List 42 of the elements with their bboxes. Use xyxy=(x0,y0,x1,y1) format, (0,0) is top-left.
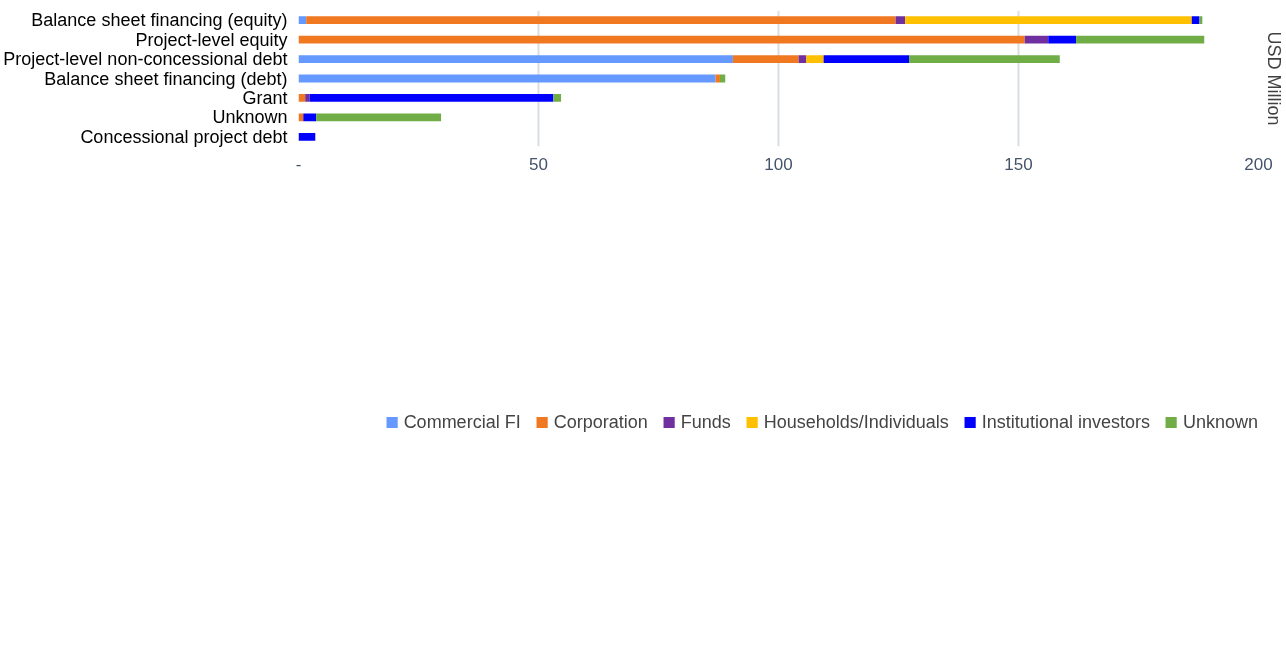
y-tick-label: Project-level non-concessional debt xyxy=(3,49,288,70)
bar xyxy=(909,55,1060,63)
x-tick-label: - xyxy=(295,154,302,174)
y-tick-label: Unknown xyxy=(212,107,288,128)
legend-label: Institutional investors xyxy=(981,411,1150,433)
bar xyxy=(298,94,306,102)
legend-label: Corporation xyxy=(553,411,648,433)
y-tick-label: Concessional project debt xyxy=(80,126,288,147)
bar xyxy=(1199,16,1203,25)
bar xyxy=(298,74,716,83)
bar xyxy=(553,94,562,102)
bar xyxy=(732,55,799,63)
legend-label: Funds xyxy=(680,411,731,433)
bar xyxy=(298,35,1025,44)
y-tick-label: Balance sheet financing (debt) xyxy=(44,68,288,89)
bar xyxy=(303,113,317,122)
bar xyxy=(905,16,1192,25)
bar xyxy=(1048,35,1077,44)
bar xyxy=(305,94,310,102)
bar xyxy=(1076,35,1205,44)
bar xyxy=(1191,16,1200,25)
x-tick-label: 150 xyxy=(1004,154,1033,174)
bar xyxy=(309,94,554,102)
legend-label: Commercial FI xyxy=(403,411,521,433)
bar xyxy=(806,55,824,63)
bar xyxy=(298,132,316,141)
x-tick-label: 200 xyxy=(1244,154,1273,174)
bar xyxy=(298,55,733,63)
bar xyxy=(316,113,442,122)
bar xyxy=(895,16,906,25)
x-tick-label: 100 xyxy=(764,154,793,174)
bar xyxy=(298,16,307,25)
y-tick-label: Project-level equity xyxy=(135,29,288,50)
bar xyxy=(798,55,807,63)
legend-label: Households/Individuals xyxy=(763,411,949,433)
bar xyxy=(306,16,896,25)
bar xyxy=(1024,35,1049,44)
y-tick-label: Balance sheet financing (equity) xyxy=(31,10,288,31)
x-tick-label: 50 xyxy=(529,154,548,174)
legend-label: Unknown xyxy=(1182,411,1258,433)
bar xyxy=(823,55,910,63)
y2-axis-title: USD Million xyxy=(1263,31,1284,126)
